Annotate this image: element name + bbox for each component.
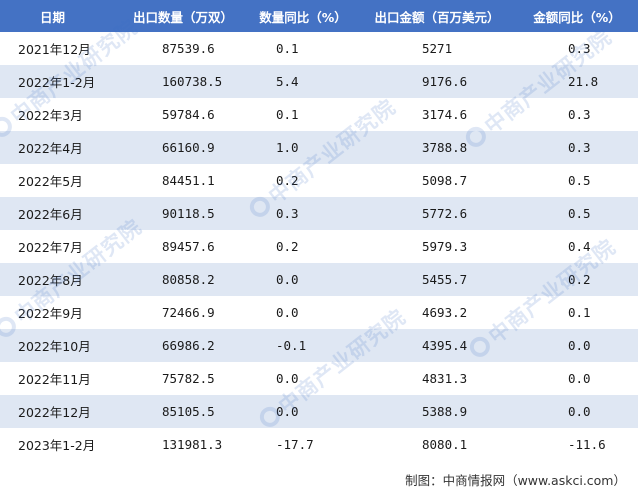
cell-quantity-yoy: 0.2 [276, 239, 299, 254]
table-row: 2022年7月 89457.6 0.2 5979.3 0.4 [0, 230, 638, 263]
cell-amount-yoy: 0.5 [568, 173, 591, 188]
source-row: 制图：中商情报网（www.askci.com） [0, 461, 638, 496]
cell-quantity: 90118.5 [162, 206, 215, 221]
table-row: 2022年11月 75782.5 0.0 4831.3 0.0 [0, 362, 638, 395]
header-amount-yoy: 金额同比（%） [533, 9, 621, 25]
cell-amount-yoy: -11.6 [568, 437, 606, 452]
cell-quantity-yoy: 0.0 [276, 404, 299, 419]
cell-amount: 5271 [422, 41, 453, 56]
cell-amount-yoy: 0.0 [568, 404, 591, 419]
cell-date: 2022年7月 [18, 240, 83, 255]
cell-amount: 3788.8 [422, 140, 468, 155]
header-date: 日期 [40, 9, 66, 25]
cell-amount: 5098.7 [422, 173, 468, 188]
table-row: 2022年9月 72466.9 0.0 4693.2 0.1 [0, 296, 638, 329]
table-row: 2023年1-2月 131981.3 -17.7 8080.1 -11.6 [0, 428, 638, 461]
cell-quantity-yoy: 1.0 [276, 140, 299, 155]
cell-quantity: 66160.9 [162, 140, 215, 155]
cell-amount-yoy: 0.3 [568, 140, 591, 155]
cell-amount: 5979.3 [422, 239, 468, 254]
cell-date: 2022年8月 [18, 273, 83, 288]
table-header-row: 日期 出口数量（万双） 数量同比（%） 出口金额（百万美元） 金额同比（%） [0, 0, 638, 32]
cell-amount-yoy: 0.0 [568, 338, 591, 353]
cell-date: 2022年11月 [18, 372, 91, 387]
cell-amount: 5455.7 [422, 272, 468, 287]
cell-quantity: 80858.2 [162, 272, 215, 287]
source-credit: 制图：中商情报网（www.askci.com） [405, 473, 626, 488]
cell-amount: 5772.6 [422, 206, 468, 221]
cell-quantity-yoy: 0.1 [276, 107, 299, 122]
cell-quantity: 66986.2 [162, 338, 215, 353]
table-row: 2022年6月 90118.5 0.3 5772.6 0.5 [0, 197, 638, 230]
table-row: 2022年12月 85105.5 0.0 5388.9 0.0 [0, 395, 638, 428]
cell-quantity: 59784.6 [162, 107, 215, 122]
header-export-amount: 出口金额（百万美元） [374, 9, 500, 25]
cell-amount-yoy: 0.3 [568, 41, 591, 56]
cell-amount-yoy: 0.5 [568, 206, 591, 221]
cell-quantity-yoy: 5.4 [276, 74, 299, 89]
cell-amount-yoy: 0.1 [568, 305, 591, 320]
cell-amount-yoy: 0.2 [568, 272, 591, 287]
cell-quantity: 87539.6 [162, 41, 215, 56]
table-row: 2022年4月 66160.9 1.0 3788.8 0.3 [0, 131, 638, 164]
cell-quantity-yoy: 0.0 [276, 272, 299, 287]
cell-amount: 4831.3 [422, 371, 468, 386]
cell-amount: 9176.6 [422, 74, 468, 89]
cell-quantity-yoy: 0.3 [276, 206, 299, 221]
cell-quantity-yoy: -17.7 [276, 437, 314, 452]
cell-amount-yoy: 0.4 [568, 239, 591, 254]
table-row: 2021年12月 87539.6 0.1 5271 0.3 [0, 32, 638, 65]
cell-amount: 8080.1 [422, 437, 468, 452]
export-data-table: 日期 出口数量（万双） 数量同比（%） 出口金额（百万美元） 金额同比（%） 2… [0, 0, 638, 461]
cell-date: 2022年12月 [18, 405, 91, 420]
cell-quantity: 89457.6 [162, 239, 215, 254]
cell-amount-yoy: 0.3 [568, 107, 591, 122]
cell-quantity: 160738.5 [162, 74, 223, 89]
cell-quantity: 131981.3 [162, 437, 223, 452]
cell-quantity: 75782.5 [162, 371, 215, 386]
cell-amount: 5388.9 [422, 404, 468, 419]
cell-date: 2022年1-2月 [18, 75, 96, 90]
cell-date: 2023年1-2月 [18, 438, 96, 453]
cell-amount-yoy: 0.0 [568, 371, 591, 386]
cell-amount: 4693.2 [422, 305, 468, 320]
cell-quantity-yoy: -0.1 [276, 338, 307, 353]
table-row: 2022年8月 80858.2 0.0 5455.7 0.2 [0, 263, 638, 296]
cell-date: 2022年3月 [18, 108, 83, 123]
cell-quantity-yoy: 0.0 [276, 371, 299, 386]
cell-date: 2021年12月 [18, 42, 91, 57]
header-quantity-yoy: 数量同比（%） [259, 9, 347, 25]
cell-date: 2022年10月 [18, 339, 91, 354]
table-row: 2022年5月 84451.1 0.2 5098.7 0.5 [0, 164, 638, 197]
cell-quantity: 85105.5 [162, 404, 215, 419]
cell-quantity-yoy: 0.1 [276, 41, 299, 56]
table-row: 2022年10月 66986.2 -0.1 4395.4 0.0 [0, 329, 638, 362]
header-export-quantity: 出口数量（万双） [132, 9, 233, 25]
cell-date: 2022年4月 [18, 141, 83, 156]
cell-date: 2022年6月 [18, 207, 83, 222]
cell-quantity: 84451.1 [162, 173, 215, 188]
table-row: 2022年3月 59784.6 0.1 3174.6 0.3 [0, 98, 638, 131]
table-row: 2022年1-2月 160738.5 5.4 9176.6 21.8 [0, 65, 638, 98]
cell-quantity-yoy: 0.0 [276, 305, 299, 320]
cell-amount-yoy: 21.8 [568, 74, 599, 89]
cell-date: 2022年5月 [18, 174, 83, 189]
cell-quantity: 72466.9 [162, 305, 215, 320]
cell-quantity-yoy: 0.2 [276, 173, 299, 188]
cell-date: 2022年9月 [18, 306, 83, 321]
cell-amount: 4395.4 [422, 338, 468, 353]
cell-amount: 3174.6 [422, 107, 468, 122]
